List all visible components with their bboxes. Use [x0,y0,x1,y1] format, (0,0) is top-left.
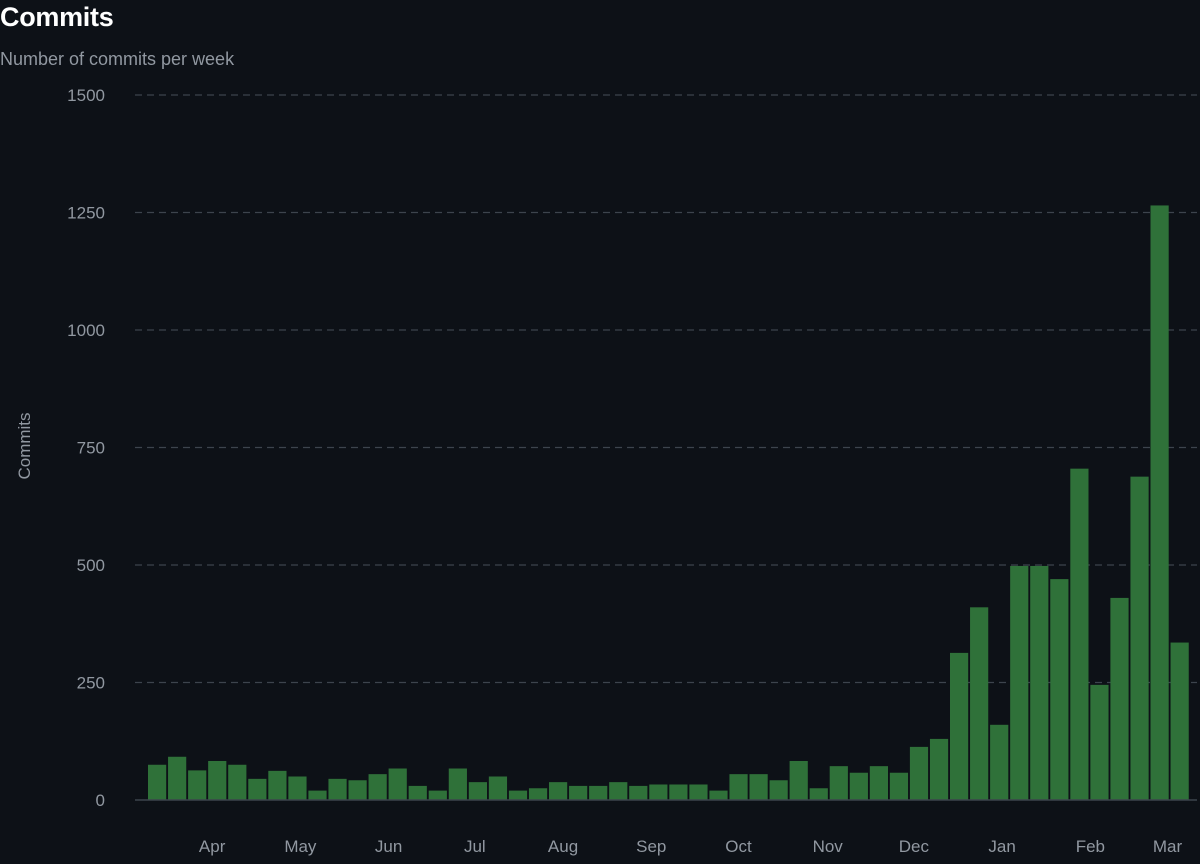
x-tick-label: Mar [1153,837,1183,856]
y-tick-label: 250 [77,674,105,693]
x-tick-label: Nov [813,837,844,856]
bar [789,760,808,800]
bar [408,785,427,800]
bar [488,776,508,800]
bar [148,764,167,800]
bar [689,784,708,800]
bar [1150,205,1169,800]
bar [609,782,628,800]
x-tick-label: Apr [199,837,226,856]
bar [1050,579,1069,800]
x-tick-label: Oct [725,837,752,856]
x-tick-label: Jan [988,837,1015,856]
bar [849,772,868,800]
y-tick-label: 0 [96,791,105,810]
bar [909,746,929,800]
bars [148,205,1189,800]
bar [428,790,447,800]
x-tick-label: May [284,837,317,856]
y-tick-label: 750 [77,439,105,458]
bar [1170,642,1189,800]
bar [549,782,568,800]
bar [950,652,969,800]
bar [468,782,487,800]
bar [248,778,267,800]
bar [348,780,367,800]
y-tick-label: 1250 [67,204,105,223]
y-tick-label: 500 [77,556,105,575]
chart-title: Commits [0,2,114,32]
bar [669,784,688,800]
bar [288,776,307,800]
bar [188,770,207,800]
bar [448,768,467,800]
bar [569,785,588,800]
x-tick-label: Dec [899,837,930,856]
grid-lines [135,94,1197,684]
bar [208,760,227,800]
bar [729,774,748,800]
bar [829,766,848,800]
bar [1070,468,1089,800]
bar [929,738,949,800]
bar [168,756,187,800]
bar [368,774,387,800]
bar [228,764,247,800]
bar [308,790,327,800]
bar [589,785,608,800]
x-tick-label: Feb [1076,837,1105,856]
bar [508,790,528,800]
bar [809,788,828,800]
bar [1130,476,1149,800]
y-tick-label: 1000 [67,321,105,340]
chart-subtitle: Number of commits per week [0,49,235,69]
bar [970,607,989,800]
bar [1010,565,1029,800]
bar [749,774,768,800]
bar [629,785,648,800]
bar [528,788,548,800]
bar [268,770,287,800]
y-axis-label: Commits [15,412,34,479]
bar [869,766,888,800]
x-tick-label: Jul [464,837,486,856]
y-tick-label: 1500 [67,86,105,105]
bar [889,772,909,800]
x-tick-label: Sep [636,837,666,856]
x-axis-ticks: Apr May Jun Jul Aug Sep Oct Nov Dec Jan Feb Mar [199,837,1183,856]
bar [1090,684,1109,800]
x-tick-label: Aug [548,837,578,856]
bar [709,790,728,800]
bar [1110,597,1129,800]
bar [328,778,347,800]
bar [649,784,668,800]
bar [388,768,407,800]
bar [769,780,788,800]
x-tick-label: Jun [375,837,402,856]
y-axis-ticks: 0 250 500 750 1000 1250 1500 [67,86,105,810]
bar [990,724,1009,800]
bar [1030,565,1049,800]
